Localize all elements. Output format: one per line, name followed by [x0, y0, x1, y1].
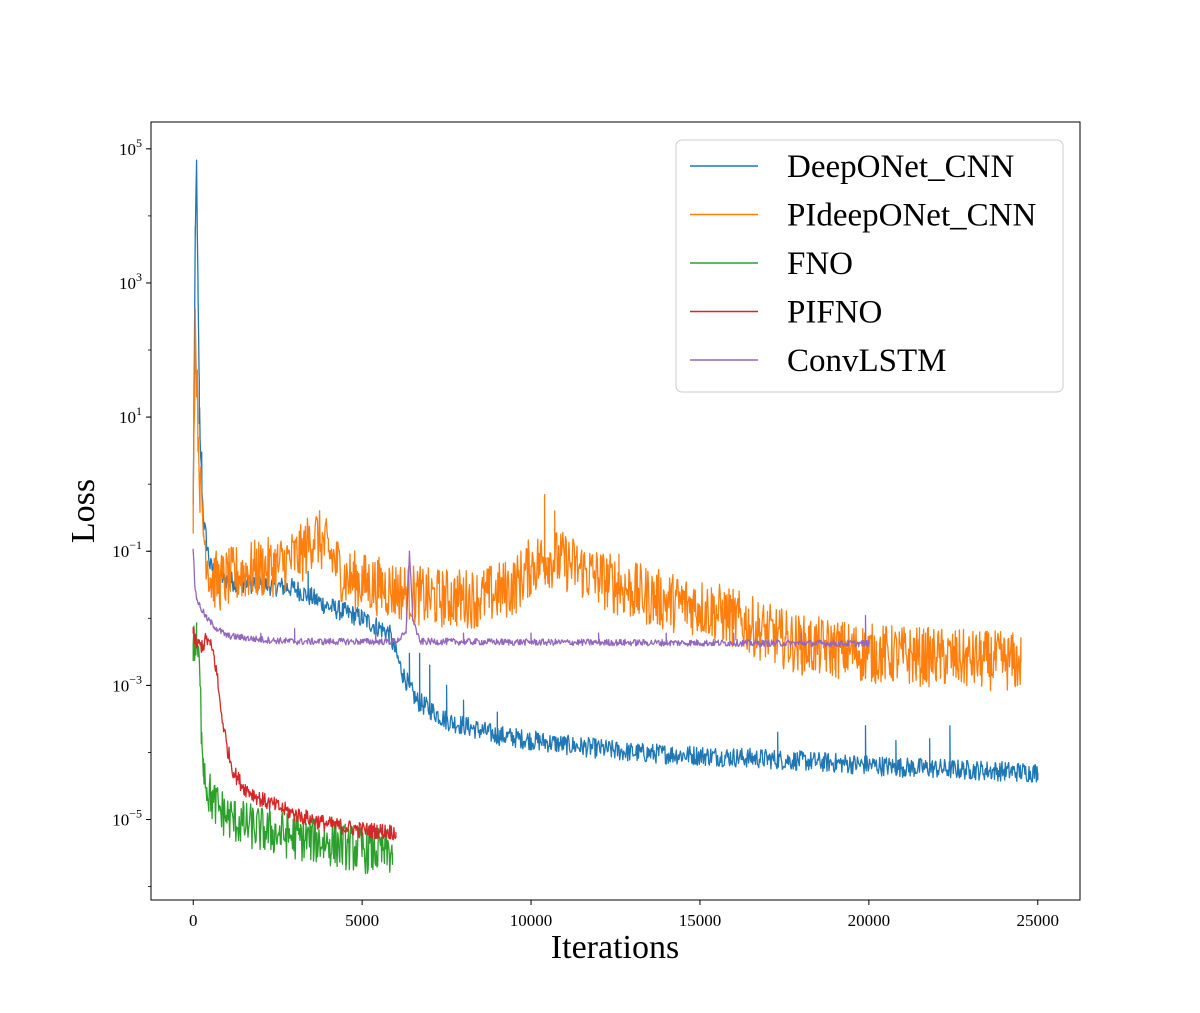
legend-box	[675, 139, 1064, 393]
series-line-convlstm	[192, 548, 870, 648]
y-tick-label: 105	[119, 136, 142, 159]
x-axis: 0 5000 10000 15000 20000 25000	[189, 900, 1059, 930]
y-tick-label: 10−5	[112, 807, 142, 830]
x-tick-label: 0	[189, 911, 198, 930]
plot-frame	[150, 121, 1081, 901]
x-tick-label: 25000	[1017, 911, 1060, 930]
series-line-pifno	[192, 626, 397, 841]
series-layer	[192, 159, 1039, 875]
x-tick-label: 10000	[510, 911, 553, 930]
x-tick-label: 20000	[848, 911, 891, 930]
y-tick-label: 10−3	[112, 672, 142, 695]
x-axis-label: Iterations	[551, 929, 679, 966]
legend: DeepONet_CNN PIdeepONet_CNN FNO PIFNO ConvLS…	[675, 139, 1064, 393]
legend-label: PIdeepONet_CNN	[787, 198, 1036, 234]
legend-label: PIFNO	[787, 295, 882, 331]
y-axis: 105 103 101 10−1 10−3 10−5	[112, 136, 151, 887]
legend-label: FNO	[787, 246, 853, 282]
x-tick-label: 15000	[679, 911, 722, 930]
series-line-pideeponet-cnn	[192, 308, 1022, 692]
y-tick-label: 101	[119, 404, 142, 427]
y-tick-label: 103	[119, 270, 142, 293]
legend-label: ConvLSTM	[787, 343, 947, 379]
legend-items: DeepONet_CNN PIdeepONet_CNN FNO PIFNO ConvLS…	[690, 149, 1036, 379]
legend-label: DeepONet_CNN	[787, 149, 1014, 185]
x-tick-label: 5000	[345, 911, 379, 930]
y-tick-label: 10−1	[112, 538, 142, 561]
series-line-deeponet-cnn	[192, 159, 1039, 783]
y-axis-label: Loss	[65, 479, 102, 543]
